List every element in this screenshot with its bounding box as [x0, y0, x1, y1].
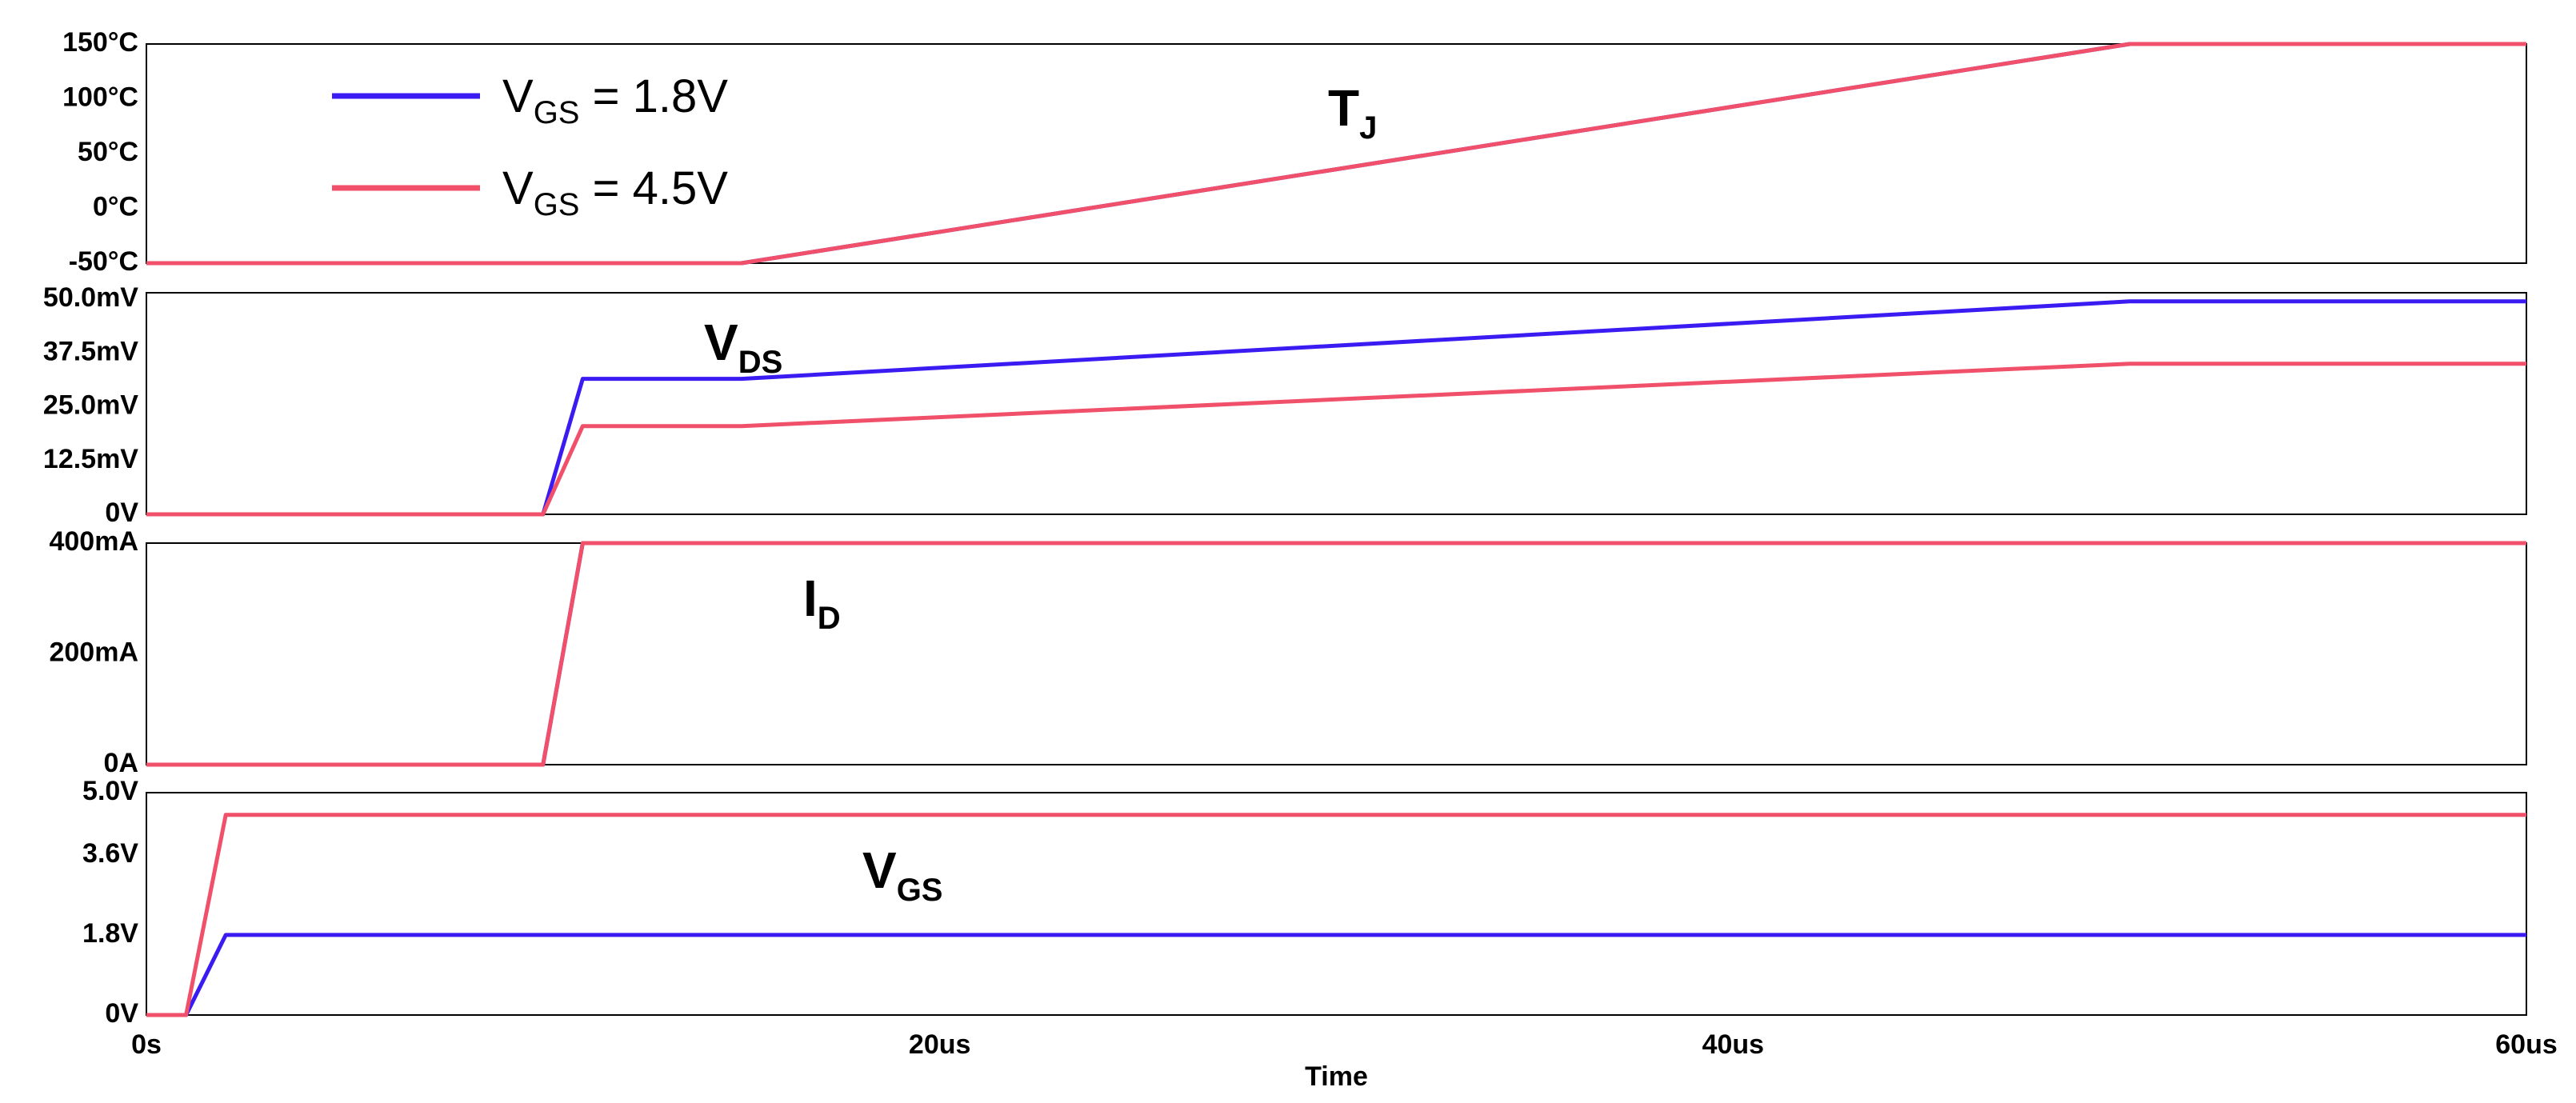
y-tick-label: 150°C — [62, 27, 138, 58]
y-tick-label: 50°C — [78, 137, 138, 167]
legend-label: VGS = 4.5V — [502, 162, 728, 222]
legend-entry: VGS = 4.5V — [332, 162, 728, 222]
panel-annotation: ID — [803, 569, 841, 636]
series-line-vgs_4_5 — [146, 541, 2526, 767]
panel-frame — [146, 792, 2527, 1016]
y-tick-label: 0°C — [93, 191, 138, 222]
y-tick-label: 0A — [104, 748, 138, 778]
y-tick-label: 5.0V — [82, 776, 138, 806]
panel-frame — [146, 542, 2527, 765]
panel-frame — [146, 292, 2527, 515]
x-tick-label: 0s — [131, 1029, 162, 1060]
x-tick-label: 60us — [2495, 1029, 2558, 1060]
panel-vds: 50.0mV 37.5mV 25.0mV 12.5mV 0V VDS — [43, 282, 2527, 528]
y-tick-label: 200mA — [49, 637, 138, 667]
legend: VGS = 1.8V VGS = 4.5V — [332, 70, 728, 222]
panel-vgs: 5.0V 3.6V 1.8V 0V VGS — [82, 776, 2527, 1029]
x-tick-label: 20us — [909, 1029, 971, 1060]
series-line-vgs_1_8 — [146, 299, 2526, 517]
y-tick-label: -50°C — [69, 246, 138, 277]
series-line-vgs_4_5 — [146, 362, 2526, 517]
panel-annotation: VGS — [862, 841, 942, 908]
y-tick-label: 400mA — [49, 526, 138, 557]
panel-tj: 150°C 100°C 50°C 0°C -50°C TJ — [62, 27, 2527, 277]
y-tick-label: 3.6V — [82, 838, 138, 869]
series-line-vgs_1_8 — [146, 933, 2526, 1017]
panel-annotation: VDS — [704, 314, 782, 380]
legend-label: VGS = 1.8V — [502, 70, 728, 130]
x-tick-label: 40us — [1702, 1029, 1765, 1060]
x-axis: 0s 20us 40us 60us Time — [131, 1029, 2558, 1092]
panels-layer: 150°C 100°C 50°C 0°C -50°C TJ 50.0mV 37.5mV 25.0… — [43, 27, 2527, 1029]
panel-annotation: TJ — [1328, 79, 1377, 146]
legend-entry: VGS = 1.8V — [332, 70, 728, 130]
series-line-vgs_4_5 — [146, 42, 2526, 266]
x-axis-title: Time — [1305, 1061, 1368, 1092]
y-tick-label: 37.5mV — [43, 336, 138, 366]
series-line-vgs_1_8 — [146, 541, 2526, 767]
y-tick-label: 100°C — [62, 82, 138, 112]
panel-id: 400mA 200mA 0A ID — [49, 526, 2527, 778]
y-tick-label: 25.0mV — [43, 390, 138, 421]
y-tick-label: 50.0mV — [43, 282, 138, 313]
y-tick-label: 0V — [105, 998, 138, 1029]
panel-frame — [146, 43, 2527, 264]
y-tick-label: 0V — [105, 498, 138, 528]
y-tick-label: 1.8V — [82, 918, 138, 949]
series-line-vgs_4_5 — [146, 813, 2526, 1017]
y-tick-label: 12.5mV — [43, 444, 138, 474]
